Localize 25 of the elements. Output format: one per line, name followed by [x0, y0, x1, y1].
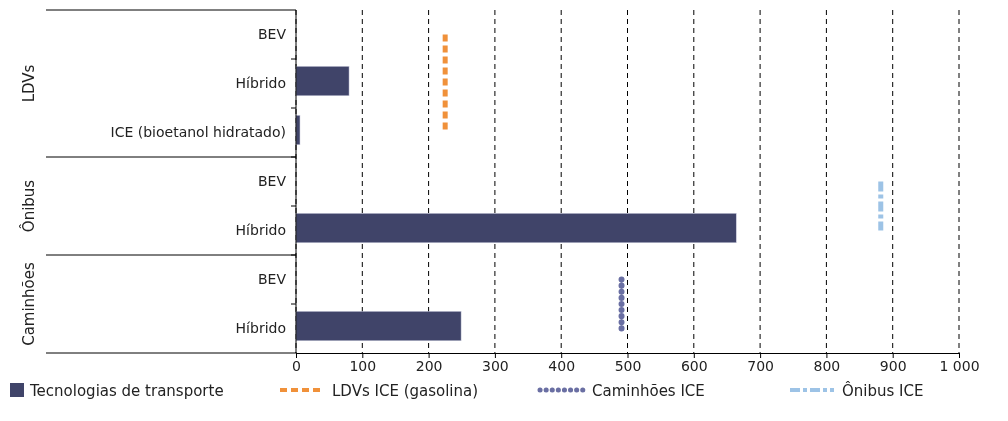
x-tick-label: 1 000	[939, 357, 980, 374]
y-tick-label: BEV	[257, 172, 287, 189]
x-tick-label: 200	[415, 357, 443, 374]
x-tick-label: 400	[548, 357, 576, 374]
text: Ônibus	[19, 179, 38, 233]
legend-label: Tecnologias de transporte	[29, 382, 224, 400]
legend-label: Caminhões ICE	[592, 382, 705, 400]
y-tick-label: Híbrido	[235, 221, 286, 238]
x-tick-label: 800	[813, 357, 841, 374]
x-tick-label: 900	[879, 357, 907, 374]
text: LDVs	[20, 64, 38, 103]
y-tick-label: Híbrido	[235, 74, 286, 91]
x-tick-label: 700	[747, 357, 774, 374]
x-tick-label: 500	[614, 357, 642, 374]
x-tick-label: 100	[349, 357, 377, 374]
y-tick-label: Híbrido	[235, 319, 286, 336]
x-tick-label: 0	[292, 357, 301, 374]
legend-label: LDVs ICE (gasolina)	[332, 382, 479, 400]
x-tick-label: 300	[482, 357, 509, 374]
y-tick-label: ICE (bioetanol hidratado)	[110, 123, 286, 140]
legend-label: Ônibus ICE	[842, 381, 924, 400]
text: Caminhões	[20, 261, 38, 346]
x-tick-label: 600	[680, 357, 708, 374]
y-tick-label: BEV	[257, 270, 287, 287]
y-tick-label: BEV	[257, 25, 287, 42]
